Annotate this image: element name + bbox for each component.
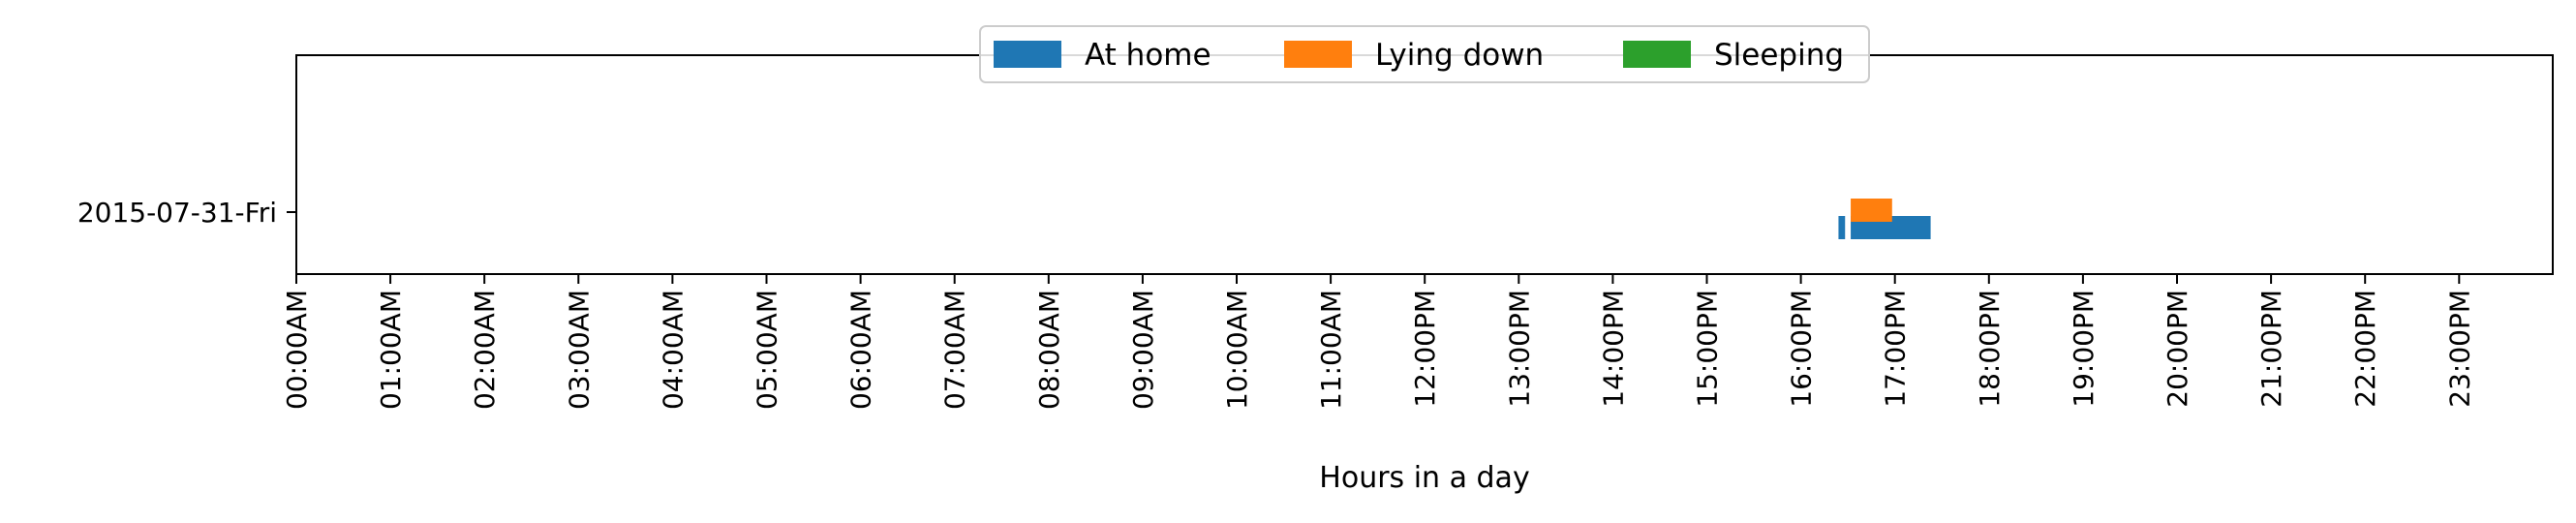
legend-label: At home — [1085, 38, 1211, 73]
x-tick-label: 14:00PM — [1597, 290, 1629, 408]
legend-box — [979, 25, 1870, 83]
bar-lying-down — [1851, 199, 1892, 222]
x-tick-label: 01:00AM — [375, 290, 407, 410]
x-tick-label: 07:00AM — [939, 290, 971, 410]
x-tick-label: 11:00AM — [1315, 290, 1347, 410]
x-tick-label: 22:00PM — [2349, 290, 2381, 408]
bar-at-home — [1838, 216, 1846, 239]
x-tick-label: 23:00PM — [2443, 290, 2475, 408]
x-tick-label: 02:00AM — [469, 290, 501, 410]
x-tick-label: 13:00PM — [1503, 290, 1535, 408]
x-tick-label: 20:00PM — [2162, 290, 2193, 408]
legend: At home Lying down Sleeping — [979, 25, 1870, 83]
plot-area-frame — [295, 54, 2554, 275]
legend-label: Lying down — [1375, 38, 1544, 73]
x-tick-label: 21:00PM — [2255, 290, 2287, 408]
x-tick-label: 15:00PM — [1692, 290, 1724, 408]
x-tick-label: 12:00PM — [1409, 290, 1441, 408]
x-tick-label: 04:00AM — [657, 290, 689, 410]
x-tick-label: 05:00AM — [751, 290, 783, 410]
legend-swatch — [994, 41, 1061, 68]
legend-label: Sleeping — [1714, 38, 1844, 73]
y-tick-label: 2015-07-31-Fri — [77, 197, 277, 229]
legend-swatch — [1284, 41, 1352, 68]
x-tick-label: 17:00PM — [1880, 290, 1912, 408]
x-axis-label: Hours in a day — [1319, 461, 1529, 495]
y-axis: 2015-07-31-Fri — [77, 197, 296, 229]
x-tick-label: 03:00AM — [563, 290, 595, 410]
legend-swatch — [1623, 41, 1691, 68]
bars-layer — [1838, 199, 1931, 239]
x-tick-label: 10:00AM — [1221, 290, 1253, 410]
x-axis: 00:00AM 01:00AM 02:00AM 03:00AM 04:00AM 05:00… — [281, 274, 2475, 410]
x-tick-label: 18:00PM — [1974, 290, 2006, 408]
x-tick-label: 08:00AM — [1033, 290, 1065, 410]
x-tick-label: 00:00AM — [281, 290, 313, 410]
x-tick-label: 09:00AM — [1127, 290, 1159, 410]
x-tick-label: 16:00PM — [1786, 290, 1818, 408]
x-tick-label: 19:00PM — [2068, 290, 2100, 408]
x-tick-label: 06:00AM — [845, 290, 877, 410]
